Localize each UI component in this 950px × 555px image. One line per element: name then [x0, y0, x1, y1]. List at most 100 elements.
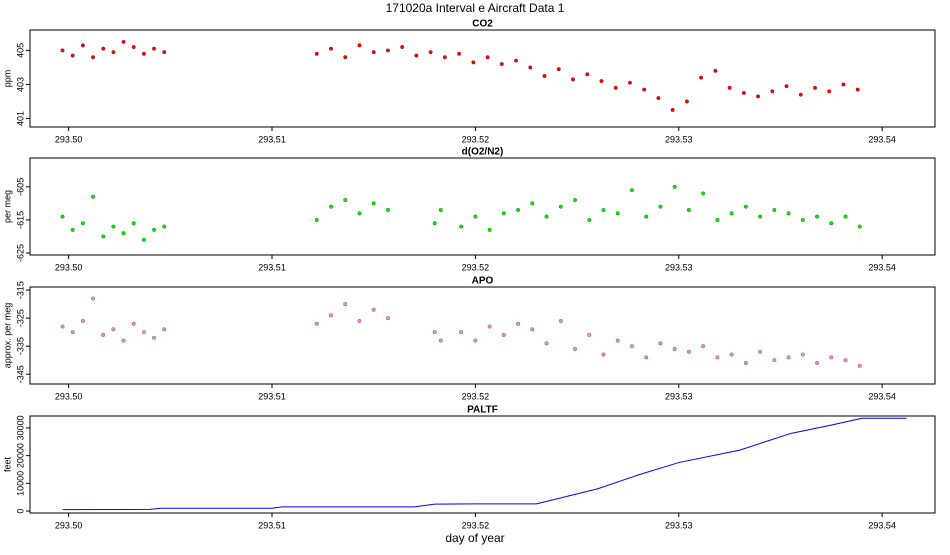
y-tick-label: -325 [15, 309, 25, 327]
data-point [729, 352, 734, 357]
x-tick-label: 293.50 [55, 134, 83, 144]
data-point [438, 338, 443, 343]
data-point [314, 321, 319, 326]
data-point [784, 84, 789, 89]
data-point [729, 211, 734, 216]
data-point [501, 332, 506, 337]
data-point [800, 352, 805, 357]
data-point [471, 60, 476, 65]
data-point [772, 358, 777, 363]
data-point [101, 234, 106, 239]
x-tick-label: 293.51 [258, 262, 286, 272]
y-axis-label: per meg [2, 190, 12, 223]
y-tick-label: 10000 [15, 471, 25, 496]
data-point [800, 217, 805, 222]
data-point [772, 207, 777, 213]
data-point [556, 67, 561, 72]
data-point [328, 46, 334, 51]
x-tick-label: 293.52 [462, 520, 490, 530]
data-point [629, 188, 635, 193]
data-point [642, 87, 647, 92]
data-point [428, 50, 433, 55]
data-point [814, 214, 820, 219]
data-point [473, 214, 478, 219]
data-line [62, 417, 907, 511]
data-point [756, 94, 761, 99]
data-point [70, 330, 75, 335]
data-point [656, 96, 661, 101]
data-point [542, 73, 547, 78]
data-point [141, 51, 146, 56]
data-point [857, 224, 862, 229]
data-point [385, 48, 390, 53]
data-point [501, 211, 506, 216]
data-point [80, 221, 85, 226]
data-point [672, 184, 677, 189]
data-point [357, 43, 362, 48]
data-point [60, 48, 65, 53]
data-point [786, 355, 791, 360]
data-point [162, 224, 167, 229]
data-point [343, 197, 348, 203]
data-point [544, 341, 549, 346]
x-tick-label: 293.53 [665, 391, 693, 401]
x-tick-label: 293.50 [55, 520, 83, 530]
data-point [70, 53, 75, 58]
panel-title: APO [472, 276, 494, 287]
data-point [530, 327, 535, 332]
data-point [328, 204, 334, 209]
data-point [111, 50, 116, 55]
data-point [572, 197, 578, 203]
data-point [60, 214, 65, 219]
data-point [111, 327, 116, 332]
data-point [544, 214, 549, 219]
data-point [743, 360, 748, 366]
data-point [812, 85, 818, 90]
data-point [829, 355, 834, 360]
data-point [701, 191, 706, 196]
x-tick-label: 293.52 [462, 262, 490, 272]
data-point [459, 330, 464, 335]
data-point [414, 53, 419, 58]
panel-title: d(O2/N2) [462, 147, 504, 158]
data-point [572, 346, 578, 352]
x-tick-label: 293.51 [258, 134, 286, 144]
x-tick-label: 293.52 [462, 391, 490, 401]
data-point [585, 72, 590, 77]
data-point [90, 194, 96, 199]
data-point [131, 321, 136, 326]
data-point [829, 221, 834, 226]
plot-frame [29, 415, 936, 514]
data-point [686, 349, 691, 354]
plot-frame [29, 157, 936, 256]
x-tick-label: 293.51 [258, 391, 286, 401]
data-point [121, 231, 126, 236]
x-tick-label: 293.53 [665, 520, 693, 530]
data-point [715, 355, 720, 360]
data-point [558, 204, 563, 209]
data-point [343, 55, 348, 60]
data-point [385, 316, 390, 321]
data-point [615, 211, 620, 216]
data-point [727, 85, 732, 90]
data-point [131, 44, 136, 50]
data-point [684, 99, 689, 104]
plot-frame [29, 286, 936, 385]
data-point [499, 61, 504, 67]
y-tick-label: -615 [15, 211, 25, 229]
data-point [485, 55, 490, 60]
y-tick-label: -605 [15, 178, 25, 196]
data-point [371, 50, 376, 55]
data-point [786, 211, 791, 216]
data-point [487, 324, 492, 329]
x-tick-label: 293.54 [868, 262, 896, 272]
data-point [152, 227, 157, 232]
data-point [530, 201, 535, 206]
data-point [141, 237, 146, 242]
y-tick-label: 30000 [15, 415, 25, 440]
y-tick-label: 20000 [15, 443, 25, 468]
data-point [770, 89, 775, 94]
data-point [101, 332, 106, 337]
data-point [672, 346, 677, 352]
data-point [841, 82, 846, 87]
